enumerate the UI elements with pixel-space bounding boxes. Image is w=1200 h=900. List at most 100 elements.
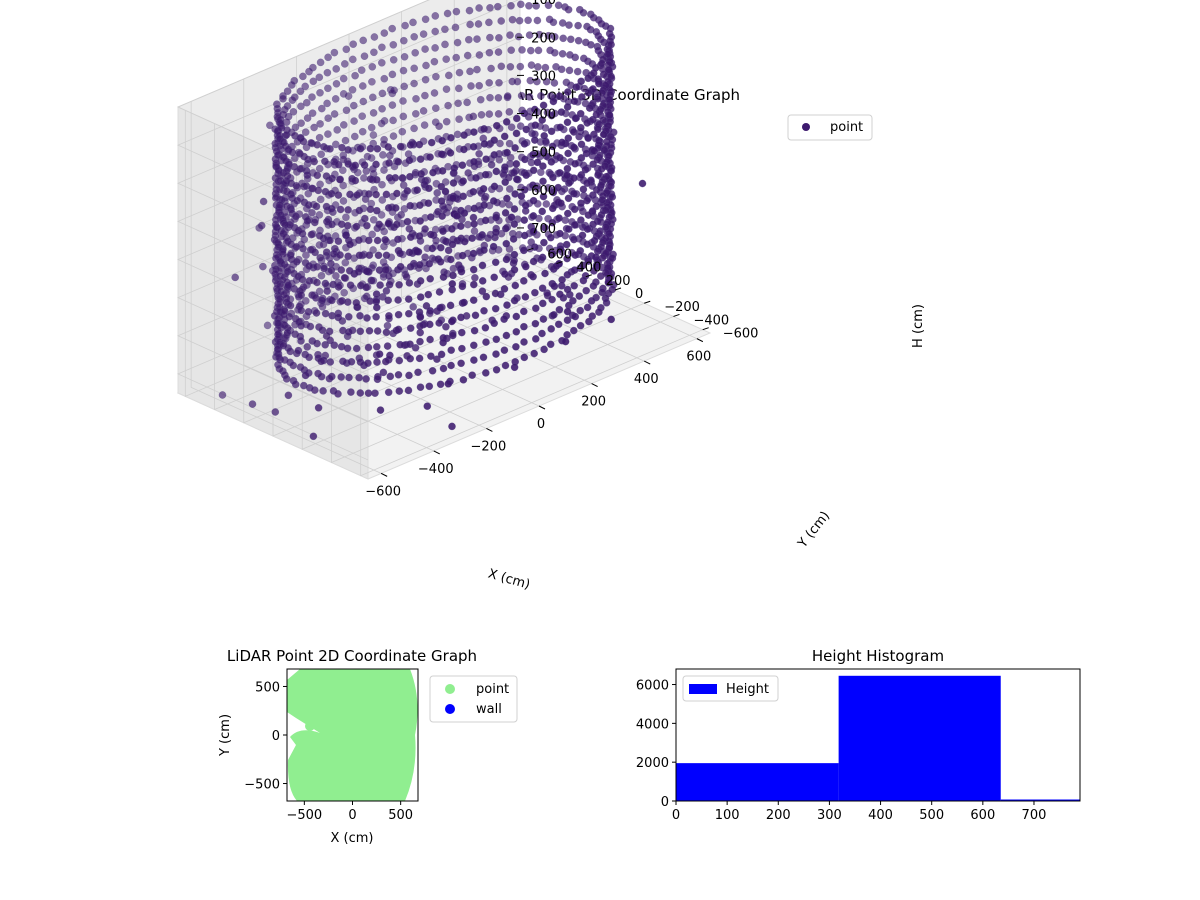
chart-3d-point	[576, 123, 585, 132]
chart-3d-point	[248, 400, 257, 408]
chart-3d-point	[404, 309, 413, 318]
chart-3d-point	[448, 331, 457, 340]
chart-3d-point	[318, 302, 327, 311]
chart-3d-legend-label: point	[830, 120, 863, 135]
chart-3d-point	[447, 133, 455, 142]
chart-3d-point	[469, 112, 478, 121]
chart-3d-point	[543, 289, 551, 297]
chart-3d-x-tick-mark	[644, 360, 651, 365]
chart-3d-point	[367, 276, 376, 285]
chart-3d-point	[339, 74, 348, 83]
chart-3d-point	[374, 251, 383, 260]
chart-3d-point	[396, 340, 405, 349]
chart-3d-point	[336, 175, 344, 184]
chart-3d-point	[539, 315, 548, 323]
chart-3d-point	[374, 372, 382, 381]
chart-3d-point	[327, 189, 336, 198]
chart-3d-point	[539, 101, 548, 110]
chart-3d-point	[328, 174, 336, 183]
chart-3d-point	[428, 244, 437, 253]
chart-3d-point	[421, 253, 429, 262]
chart-3d-point	[549, 188, 558, 197]
chart-3d-point	[605, 95, 614, 104]
chart-3d-y-tick-mark	[556, 261, 563, 265]
chart-3d-point	[458, 161, 467, 170]
chart-3d-point	[369, 215, 378, 224]
chart-3d-point	[564, 225, 573, 233]
chart-3d-point	[538, 253, 547, 262]
chart-3d-point	[570, 189, 578, 198]
chart-3d-point	[430, 89, 439, 97]
chart-3d-point	[550, 310, 558, 319]
chart-3d-point	[318, 296, 326, 305]
chart-3d-point	[398, 174, 407, 182]
chart-3d-point	[578, 231, 587, 240]
chart-3d-point	[383, 321, 392, 330]
chart-3d-point	[364, 343, 373, 352]
chart-3d-point	[334, 237, 343, 246]
chart-3d-point	[549, 97, 558, 106]
chart-3d-point	[494, 93, 503, 102]
chart-3d-point	[394, 325, 403, 334]
chart-3d-point	[469, 249, 478, 258]
chart-3d-point	[316, 88, 324, 97]
chart-3d-point	[502, 118, 511, 126]
chart-3d-point	[458, 251, 467, 260]
chart-3d-point	[564, 5, 573, 14]
chart-3d-point	[510, 296, 519, 305]
chart-3d-point	[292, 257, 301, 266]
chart-3d-point	[439, 338, 447, 347]
chart-3d-point	[522, 125, 531, 134]
chart-3d-point	[491, 289, 500, 298]
chart-3d-point	[563, 307, 572, 316]
chart-3d-point	[341, 258, 350, 267]
chart-2d-y-tick-label: −500	[244, 778, 280, 793]
chart-3d-point	[584, 211, 593, 219]
chart-3d-point	[520, 338, 528, 346]
chart-3d-point	[596, 105, 605, 114]
chart-3d-point	[231, 273, 240, 282]
chart-3d-point	[391, 204, 400, 212]
chart-3d-point	[473, 35, 481, 43]
chart-3d-point	[399, 112, 408, 121]
chart-3d: LiDAR Point 3D Coordinate Graph −600−400…	[176, 0, 926, 593]
chart-3d-point	[585, 104, 594, 112]
chart-3d-point	[520, 353, 529, 362]
chart-3d-point	[404, 295, 413, 303]
chart-3d-point	[510, 265, 519, 274]
chart-3d-point	[443, 9, 452, 18]
chart-3d-point	[441, 187, 450, 196]
chart-3d-point	[557, 199, 565, 208]
chart-3d-point	[548, 142, 557, 151]
chart-3d-point	[380, 29, 389, 37]
chart-3d-point	[570, 235, 578, 244]
chart-3d-point	[281, 220, 290, 229]
chart-3d-point	[549, 18, 558, 27]
chart-3d-point	[441, 25, 449, 34]
chart-3d-point	[563, 254, 571, 263]
histogram-x-tick-label: 700	[1022, 808, 1047, 823]
chart-3d-point	[406, 340, 414, 349]
chart-3d-point	[603, 50, 612, 58]
chart-3d-point	[406, 233, 415, 242]
chart-3d-point	[595, 308, 603, 316]
chart-3d-z-tick-label: 300	[531, 69, 556, 84]
chart-3d-point	[439, 273, 448, 281]
chart-3d-point	[386, 372, 395, 381]
chart-3d-point	[539, 162, 547, 170]
chart-3d-point	[468, 371, 477, 380]
chart-3d-point	[344, 160, 353, 168]
chart-3d-point	[316, 253, 325, 262]
chart-3d-point	[597, 59, 606, 68]
chart-3d-point	[416, 277, 425, 285]
chart-3d-point	[531, 121, 540, 130]
chart-3d-point	[388, 70, 397, 79]
chart-3d-point	[308, 93, 316, 101]
chart-3d-point	[577, 154, 586, 162]
chart-3d-point	[360, 52, 369, 61]
chart-3d-point	[332, 65, 341, 73]
chart-3d-point	[527, 61, 536, 69]
chart-3d-point	[305, 67, 313, 76]
chart-3d-point	[344, 252, 352, 261]
chart-3d-point	[495, 78, 503, 87]
